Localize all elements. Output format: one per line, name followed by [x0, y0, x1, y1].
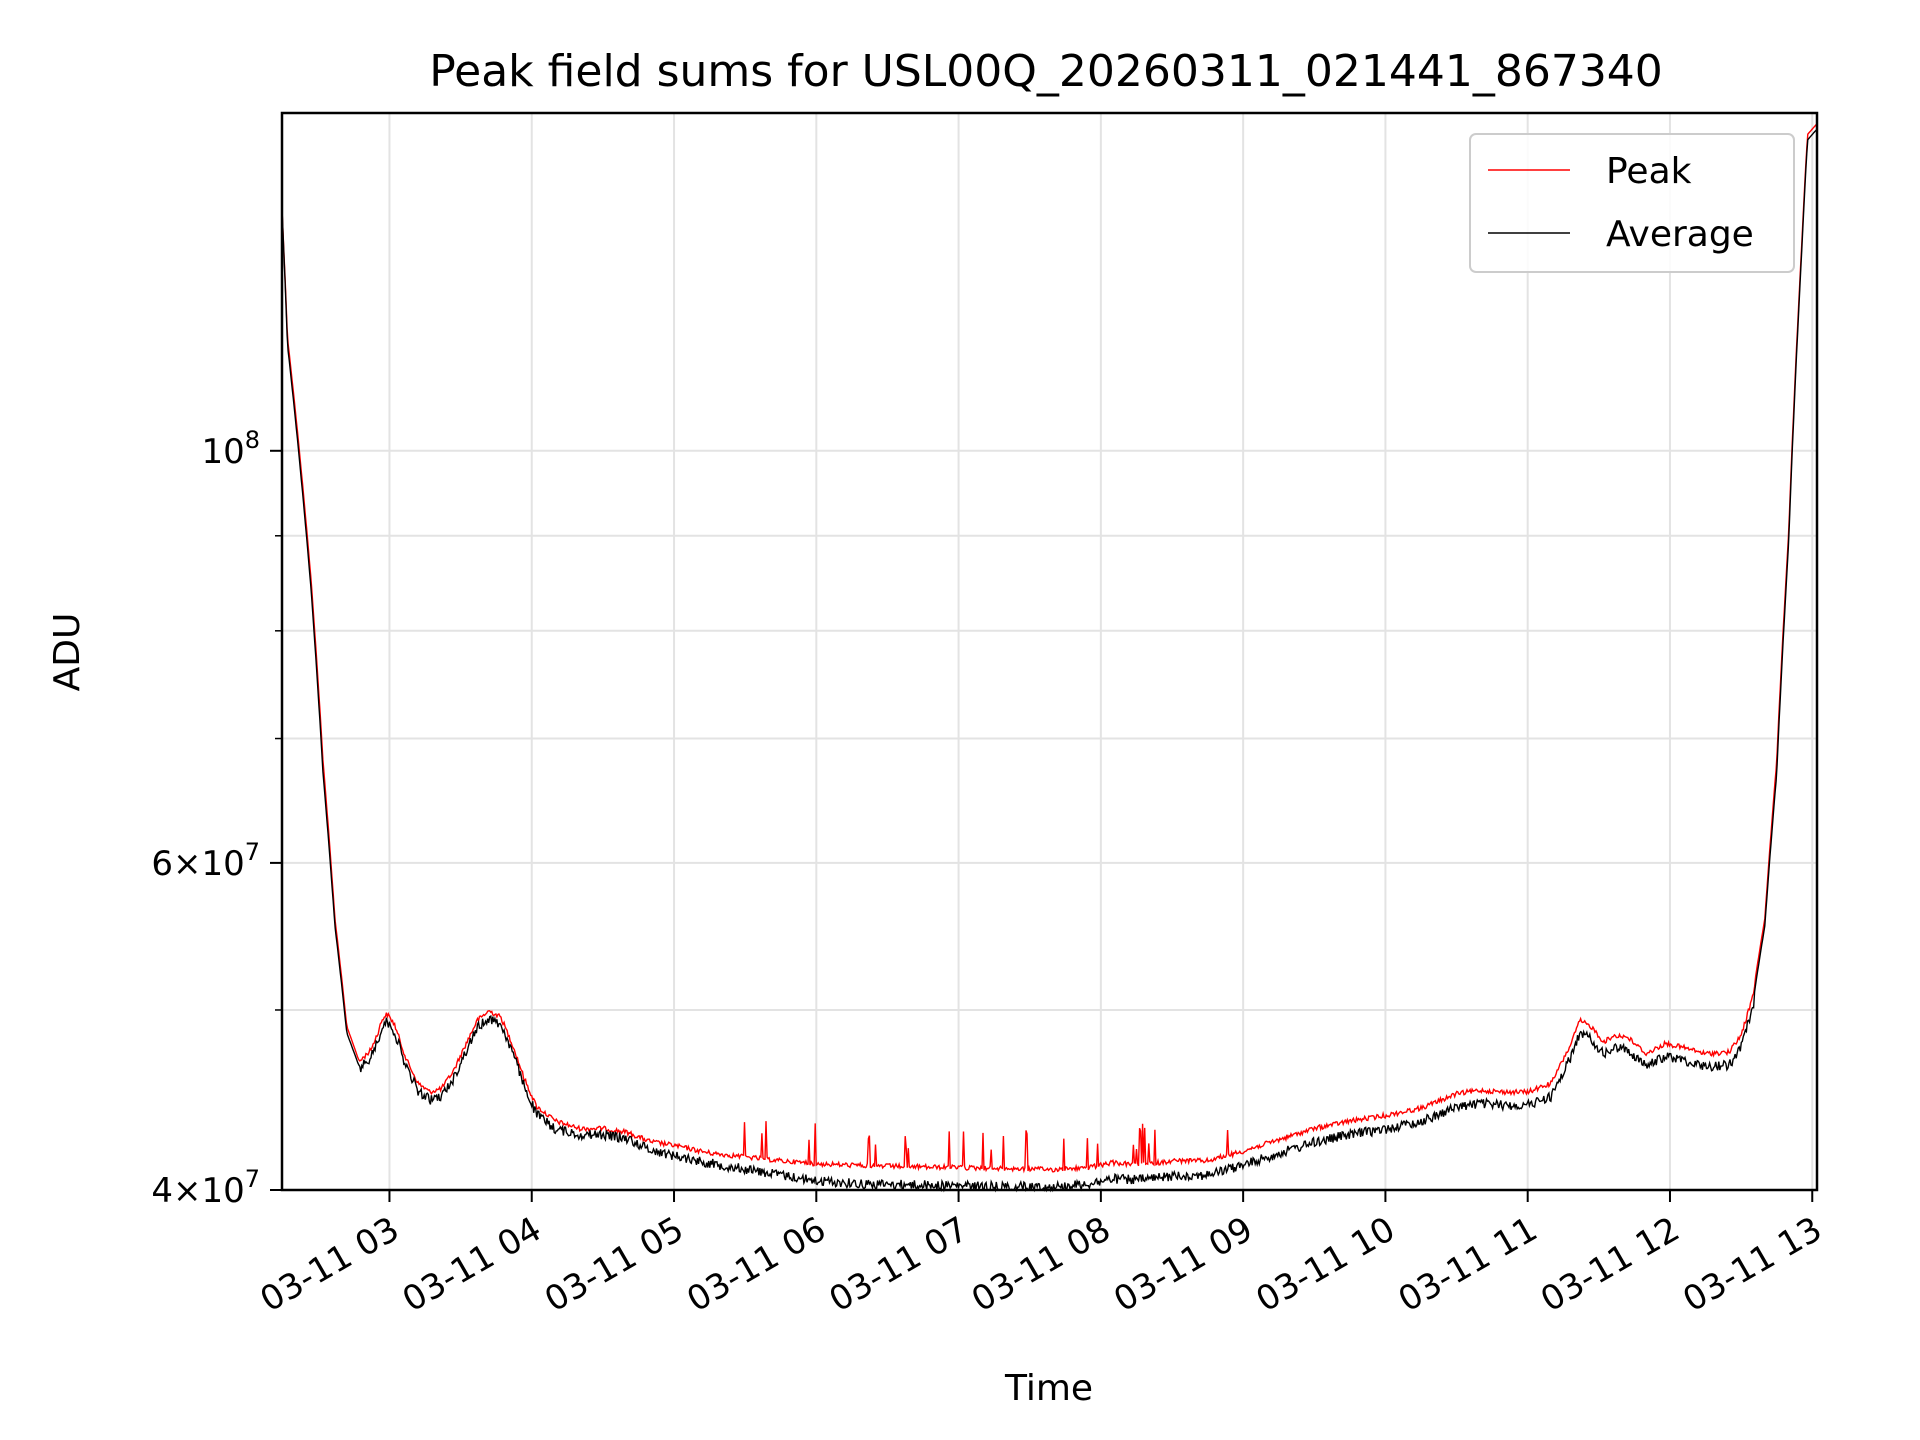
y-axis-label: ADU — [47, 613, 88, 692]
y-axis: 4×107 6×107 108 — [151, 426, 282, 1211]
series-line-average — [281, 128, 1818, 1193]
x-tick-label: 03-11 04 — [396, 1209, 548, 1320]
chart-title: Peak field sums for USL00Q_20260311_0214… — [429, 46, 1663, 97]
x-tick-label: 03-11 09 — [1107, 1209, 1259, 1320]
legend-label-peak: Peak — [1606, 151, 1692, 192]
x-tick-label: 03-11 06 — [680, 1209, 832, 1320]
x-tick-label: 03-11 12 — [1534, 1209, 1686, 1320]
y-tick-label: 108 — [201, 426, 260, 472]
legend-box — [1469, 133, 1795, 273]
x-axis-label: Time — [1004, 1368, 1093, 1409]
y-tick-label: 6×107 — [151, 838, 260, 884]
x-tick-label: 03-11 08 — [965, 1209, 1117, 1320]
grid-lines — [282, 113, 1817, 1191]
x-tick-label: 03-11 11 — [1392, 1209, 1544, 1320]
x-tick-label: 03-11 13 — [1676, 1209, 1828, 1320]
x-tick-label: 03-11 05 — [538, 1209, 690, 1320]
series-lines — [281, 123, 1818, 1193]
legend-label-average: Average — [1606, 214, 1754, 255]
y-tick-label: 4×107 — [151, 1165, 260, 1211]
x-tick-label: 03-11 03 — [254, 1209, 406, 1320]
series-line-peak — [281, 123, 1818, 1174]
x-tick-label: 03-11 07 — [823, 1209, 975, 1320]
x-tick-label: 03-11 10 — [1250, 1209, 1402, 1320]
plot-frame — [280, 111, 1819, 1192]
legend: Peak Average — [1469, 133, 1795, 273]
